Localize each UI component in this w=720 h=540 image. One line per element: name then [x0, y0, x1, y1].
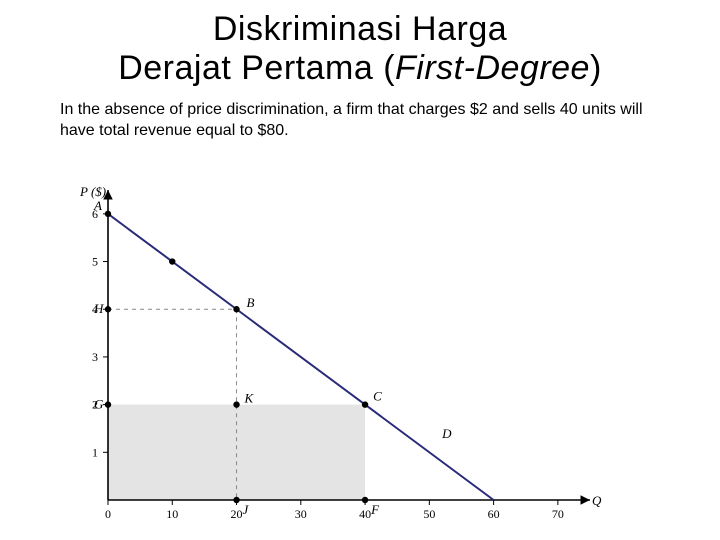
svg-text:H: H: [93, 301, 104, 316]
title-line-1: Diskriminasi Harga: [0, 10, 720, 49]
svg-text:3: 3: [92, 350, 98, 364]
demand-chart: 010203040506070123456QP ($)DABHGKCJF: [60, 180, 620, 530]
svg-text:1: 1: [92, 445, 98, 459]
svg-text:D: D: [441, 426, 452, 441]
svg-text:C: C: [373, 389, 382, 404]
svg-text:70: 70: [552, 507, 564, 521]
svg-text:Q: Q: [592, 493, 602, 508]
svg-text:50: 50: [423, 507, 435, 521]
svg-text:G: G: [94, 397, 104, 412]
svg-text:5: 5: [92, 255, 98, 269]
slide-title: Diskriminasi Harga Derajat Pertama (Firs…: [0, 0, 720, 88]
svg-text:K: K: [244, 391, 255, 406]
svg-text:60: 60: [488, 507, 500, 521]
svg-text:30: 30: [295, 507, 307, 521]
svg-text:20: 20: [231, 507, 243, 521]
svg-text:A: A: [93, 198, 102, 213]
svg-text:F: F: [370, 502, 380, 517]
svg-text:0: 0: [105, 507, 111, 521]
svg-text:P ($): P ($): [79, 184, 106, 199]
svg-text:B: B: [247, 295, 255, 310]
svg-text:40: 40: [359, 507, 371, 521]
chart-svg: 010203040506070123456QP ($)DABHGKCJF: [60, 180, 620, 530]
body-paragraph: In the absence of price discrimination, …: [0, 88, 720, 142]
svg-text:10: 10: [166, 507, 178, 521]
svg-text:J: J: [243, 502, 250, 517]
title-line-2: Derajat Pertama (First-Degree): [0, 49, 720, 88]
